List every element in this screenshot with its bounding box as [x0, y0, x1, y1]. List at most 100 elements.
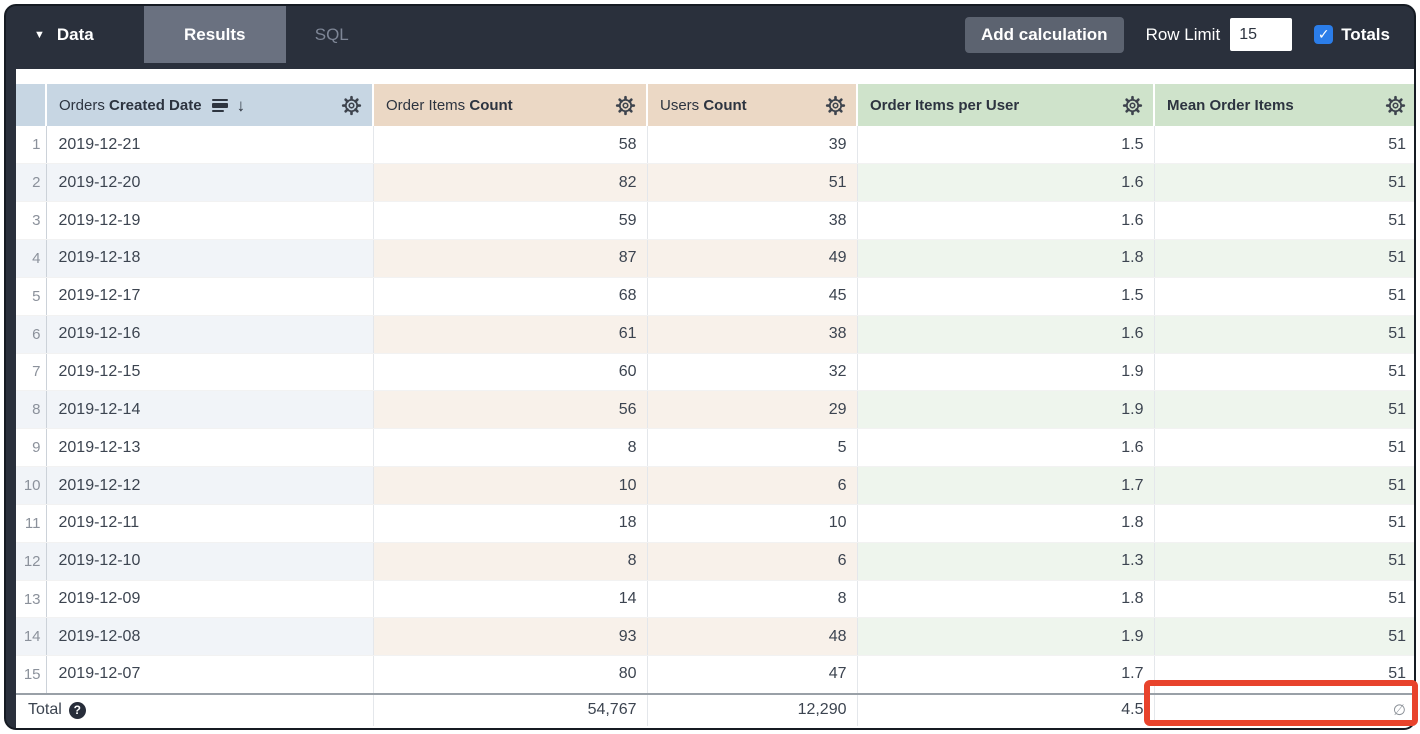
order-items-per-user-cell[interactable]: 1.3	[857, 542, 1155, 581]
mean-order-items-cell[interactable]: 51	[1154, 655, 1414, 695]
date-cell[interactable]: 2019-12-08	[46, 617, 374, 657]
users-count-cell[interactable]: 47	[647, 655, 858, 695]
gear-icon[interactable]	[1385, 95, 1406, 116]
date-cell[interactable]: 2019-12-14	[46, 390, 374, 430]
users-count-cell[interactable]: 51	[647, 163, 858, 203]
mean-order-items-cell[interactable]: 51	[1154, 315, 1414, 354]
column-header-mean-order-items[interactable]: Mean Order Items	[1154, 84, 1414, 126]
order-items-per-user-cell[interactable]: 1.9	[857, 617, 1155, 657]
order-items-per-user-cell[interactable]: 1.8	[857, 580, 1155, 619]
help-icon[interactable]: ?	[68, 701, 86, 719]
mean-order-items-cell[interactable]: 51	[1154, 466, 1414, 505]
users-count-cell[interactable]: 39	[647, 126, 858, 165]
gear-icon[interactable]	[341, 95, 362, 116]
order-items-per-user-cell[interactable]: 1.7	[857, 655, 1155, 695]
mean-order-items-cell[interactable]: 51	[1154, 428, 1414, 468]
order-items-count-cell[interactable]: 58	[373, 126, 648, 165]
order-items-count-cell[interactable]: 8	[373, 428, 648, 468]
users-count-cell[interactable]: 38	[647, 315, 858, 354]
order-items-per-user-cell[interactable]: 1.9	[857, 353, 1155, 392]
mean-order-items-cell[interactable]: 51	[1154, 504, 1414, 543]
mean-order-items-cell[interactable]: 51	[1154, 390, 1414, 430]
order-items-count-cell[interactable]: 8	[373, 542, 648, 581]
mean-order-items-cell[interactable]: 51	[1154, 353, 1414, 392]
mean-order-items-cell[interactable]: 51	[1154, 201, 1414, 241]
order-items-per-user-cell[interactable]: 1.7	[857, 466, 1155, 505]
date-cell[interactable]: 2019-12-21	[46, 126, 374, 165]
row-index-cell: 15	[16, 655, 47, 695]
date-cell[interactable]: 2019-12-11	[46, 504, 374, 543]
mean-order-items-cell[interactable]: 51	[1154, 163, 1414, 203]
mean-order-items-cell[interactable]: 51	[1154, 542, 1414, 581]
users-count-cell[interactable]: 38	[647, 201, 858, 241]
mean-order-items-cell[interactable]: 51	[1154, 277, 1414, 316]
totals-checkbox[interactable]: ✓	[1314, 25, 1334, 44]
toolbar: ▼ Data Results SQL Add calculation Row L…	[6, 6, 1414, 63]
data-section-toggle[interactable]: ▼ Data	[34, 25, 94, 45]
date-cell[interactable]: 2019-12-13	[46, 428, 374, 468]
order-items-count-cell[interactable]: 82	[373, 163, 648, 203]
date-cell[interactable]: 2019-12-12	[46, 466, 374, 505]
date-cell[interactable]: 2019-12-10	[46, 542, 374, 581]
header-row: Orders Created Date ↓	[16, 84, 1414, 126]
order-items-count-cell[interactable]: 93	[373, 617, 648, 657]
order-items-count-cell[interactable]: 68	[373, 277, 648, 316]
totals-toggle[interactable]: ✓ Totals	[1314, 25, 1390, 45]
date-cell[interactable]: 2019-12-19	[46, 201, 374, 241]
order-items-per-user-cell[interactable]: 1.6	[857, 201, 1155, 241]
order-items-per-user-cell[interactable]: 1.5	[857, 277, 1155, 316]
users-count-cell[interactable]: 45	[647, 277, 858, 316]
gear-icon[interactable]	[825, 95, 846, 116]
column-header-orders-created-date[interactable]: Orders Created Date ↓	[46, 84, 374, 126]
mean-order-items-cell[interactable]: 51	[1154, 126, 1414, 165]
order-items-count-cell[interactable]: 80	[373, 655, 648, 695]
users-count-cell[interactable]: 32	[647, 353, 858, 392]
order-items-count-cell[interactable]: 59	[373, 201, 648, 241]
column-header-users-count[interactable]: Users Count	[647, 84, 858, 126]
order-items-count-cell[interactable]: 56	[373, 390, 648, 430]
users-count-cell[interactable]: 6	[647, 542, 858, 581]
mean-order-items-cell[interactable]: 51	[1154, 617, 1414, 657]
users-count-cell[interactable]: 8	[647, 580, 858, 619]
order-items-per-user-cell[interactable]: 1.6	[857, 163, 1155, 203]
add-calculation-button[interactable]: Add calculation	[964, 16, 1124, 53]
date-cell[interactable]: 2019-12-16	[46, 315, 374, 354]
row-limit-input[interactable]	[1230, 18, 1293, 51]
users-count-cell[interactable]: 6	[647, 466, 858, 505]
order-items-per-user-cell[interactable]: 1.5	[857, 126, 1155, 165]
table-row: 9 2019-12-13 8 5 1.6 51	[16, 428, 1414, 468]
order-items-count-cell[interactable]: 60	[373, 353, 648, 392]
tab-sql[interactable]: SQL	[314, 24, 349, 44]
column-header-order-items-count[interactable]: Order Items Count	[373, 84, 648, 126]
order-items-count-cell[interactable]: 18	[373, 504, 648, 543]
table-row: 15 2019-12-07 80 47 1.7 51	[16, 655, 1414, 695]
users-count-cell[interactable]: 10	[647, 504, 858, 543]
order-items-per-user-cell[interactable]: 1.9	[857, 390, 1155, 430]
order-items-count-cell[interactable]: 61	[373, 315, 648, 354]
date-cell[interactable]: 2019-12-09	[46, 580, 374, 619]
total-mean-order-items: ∅	[1154, 692, 1414, 726]
date-cell[interactable]: 2019-12-18	[46, 239, 374, 278]
date-cell[interactable]: 2019-12-15	[46, 353, 374, 392]
gear-icon[interactable]	[1122, 95, 1143, 116]
order-items-per-user-cell[interactable]: 1.8	[857, 504, 1155, 543]
date-cell[interactable]: 2019-12-17	[46, 277, 374, 316]
date-cell[interactable]: 2019-12-20	[46, 163, 374, 203]
mean-order-items-cell[interactable]: 51	[1154, 580, 1414, 619]
order-items-count-cell[interactable]: 10	[373, 466, 648, 505]
gear-icon[interactable]	[615, 95, 636, 116]
users-count-cell[interactable]: 49	[647, 239, 858, 278]
mean-order-items-cell[interactable]: 51	[1154, 239, 1414, 278]
order-items-count-cell[interactable]: 14	[373, 580, 648, 619]
users-count-cell[interactable]: 29	[647, 390, 858, 430]
checkmark-icon: ✓	[1317, 26, 1330, 42]
column-header-order-items-per-user[interactable]: Order Items per User	[857, 84, 1155, 126]
users-count-cell[interactable]: 5	[647, 428, 858, 468]
users-count-cell[interactable]: 48	[647, 617, 858, 657]
date-cell[interactable]: 2019-12-07	[46, 655, 374, 695]
order-items-per-user-cell[interactable]: 1.6	[857, 428, 1155, 468]
tab-results[interactable]: Results	[143, 6, 286, 63]
order-items-per-user-cell[interactable]: 1.8	[857, 239, 1155, 278]
order-items-per-user-cell[interactable]: 1.6	[857, 315, 1155, 354]
order-items-count-cell[interactable]: 87	[373, 239, 648, 278]
